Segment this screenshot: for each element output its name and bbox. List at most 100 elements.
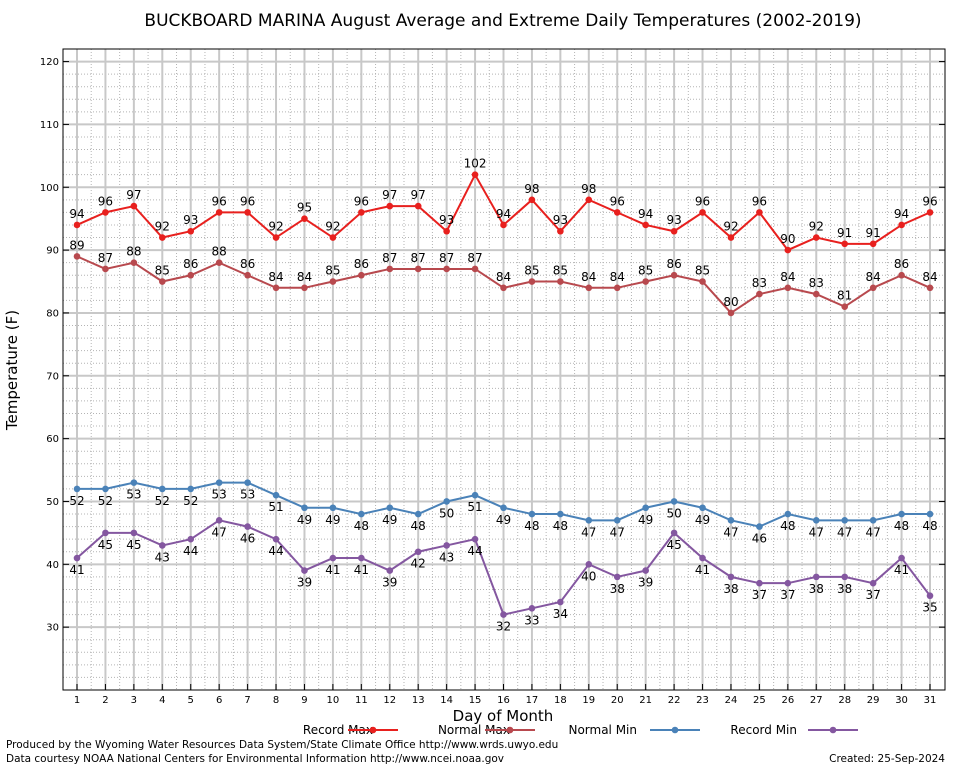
normal-max-data-label: 86	[354, 257, 369, 271]
record-min-point	[130, 529, 138, 537]
normal-min-data-label: 48	[922, 519, 937, 533]
x-tick-label: 9	[301, 695, 307, 706]
record-max-point	[500, 221, 507, 229]
record-min-point	[642, 567, 649, 574]
major-grid	[63, 49, 945, 690]
normal-min-data-label: 53	[212, 488, 227, 502]
x-tick-label: 4	[159, 695, 165, 706]
normal-max-point	[159, 278, 166, 285]
record-max-data-label: 96	[98, 194, 113, 208]
record-min-data-label: 41	[325, 563, 340, 577]
record-max-data-label: 92	[155, 220, 170, 234]
normal-max-point	[613, 284, 621, 292]
normal-min-data-label: 52	[69, 494, 84, 508]
normal-min-point	[272, 491, 280, 499]
normal-max-data-label: 84	[496, 270, 511, 284]
x-tick-label: 17	[526, 695, 539, 706]
normal-min-point	[670, 498, 678, 505]
record-max-point	[869, 240, 877, 248]
x-tick-label: 11	[355, 695, 368, 706]
record-max-data-label: 91	[865, 226, 880, 240]
x-tick-label: 12	[383, 695, 396, 706]
record-min-data-label: 33	[524, 613, 539, 627]
x-tick-label: 23	[696, 695, 709, 706]
normal-min-point	[642, 504, 649, 512]
normal-max-point	[443, 265, 450, 273]
normal-min-point	[784, 510, 792, 518]
record-min-data-label: 40	[581, 569, 596, 583]
normal-max-point	[557, 278, 564, 285]
x-tick-label: 15	[469, 695, 482, 706]
normal-min-data-label: 52	[183, 494, 198, 508]
footer-data-courtesy: Data courtesy NOAA National Centers for …	[6, 753, 504, 765]
normal-max-point	[727, 309, 735, 317]
record-min-data-label: 44	[467, 544, 482, 558]
normal-max-data-label: 84	[610, 270, 625, 284]
record-max-point	[386, 202, 394, 210]
legend-item-record-max: Record Max	[303, 723, 398, 737]
normal-max-point	[358, 271, 365, 279]
normal-min-data-label: 51	[268, 500, 283, 514]
normal-min-point	[613, 517, 621, 524]
record-max-data-label: 96	[922, 194, 937, 208]
record-max-data-label: 93	[439, 213, 454, 227]
x-axis-ticks: 1 2 3 4 5 6 7 8 9 10 11 12 13 14 15 16 17 18 19 20 21 22 23 24 2…	[74, 684, 936, 706]
normal-max-point	[670, 271, 678, 279]
normal-max-point	[244, 271, 251, 279]
normal-min-point	[727, 517, 735, 524]
record-min-data-label: 44	[268, 544, 283, 558]
x-tick-label: 8	[273, 695, 279, 706]
x-tick-label: 28	[838, 695, 851, 706]
record-min-data-label: 41	[894, 563, 909, 577]
x-tick-label: 3	[131, 695, 137, 706]
x-tick-label: 19	[582, 695, 595, 706]
footer-created: Created: 25-Sep-2024	[829, 753, 945, 765]
normal-min-data-label: 48	[553, 519, 568, 533]
normal-max-point	[130, 259, 138, 266]
record-min-point	[187, 535, 195, 543]
chart-title: BUCKBOARD MARINA August Average and Extr…	[144, 11, 861, 31]
record-min-point	[301, 567, 308, 574]
legend-swatch-marker	[671, 726, 679, 734]
normal-min-point	[130, 479, 138, 486]
y-axis-ticks: 30 40 50 60 70 80 90 100 110 120	[40, 57, 945, 634]
normal-min-point	[699, 504, 706, 512]
record-min-data-label: 44	[183, 544, 198, 558]
record-min-point	[727, 573, 735, 581]
normal-min-point	[215, 479, 223, 486]
normal-max-data-label: 87	[98, 251, 113, 265]
record-max-data-label: 93	[553, 213, 568, 227]
normal-max-point	[500, 284, 507, 292]
normal-min-data-label: 51	[467, 500, 482, 514]
normal-min-data-label: 48	[411, 519, 426, 533]
legend-label: Record Min	[730, 723, 797, 737]
y-tick-label: 60	[46, 434, 59, 445]
record-max-point	[159, 234, 166, 241]
record-max-point	[244, 209, 251, 216]
normal-max-data-label: 85	[155, 264, 170, 278]
record-max-data-label: 96	[240, 194, 255, 208]
record-max-point	[414, 202, 422, 210]
normal-min-data-label: 47	[865, 525, 880, 539]
x-tick-label: 1	[74, 695, 80, 706]
normal-min-data-label: 47	[837, 525, 852, 539]
legend-label: Normal Max	[438, 723, 510, 737]
record-max-point	[670, 227, 678, 235]
normal-min-point	[841, 517, 848, 524]
record-max-point	[557, 227, 564, 235]
record-min-data-label: 38	[837, 582, 852, 596]
normal-max-data-label: 84	[581, 270, 596, 284]
record-min-point	[471, 535, 479, 543]
record-min-point	[812, 573, 820, 581]
normal-max-data-label: 84	[922, 270, 937, 284]
record-max-data-label: 97	[411, 188, 426, 202]
record-max-point	[784, 246, 792, 254]
record-min-data-label: 38	[610, 582, 625, 596]
normal-max-point	[301, 284, 308, 292]
record-max-point	[329, 234, 337, 241]
record-max-data-label: 96	[752, 194, 767, 208]
record-max-data-label: 98	[581, 182, 596, 196]
normal-min-point	[812, 517, 820, 524]
record-min-data-label: 39	[297, 576, 312, 590]
record-max-point	[898, 221, 905, 229]
